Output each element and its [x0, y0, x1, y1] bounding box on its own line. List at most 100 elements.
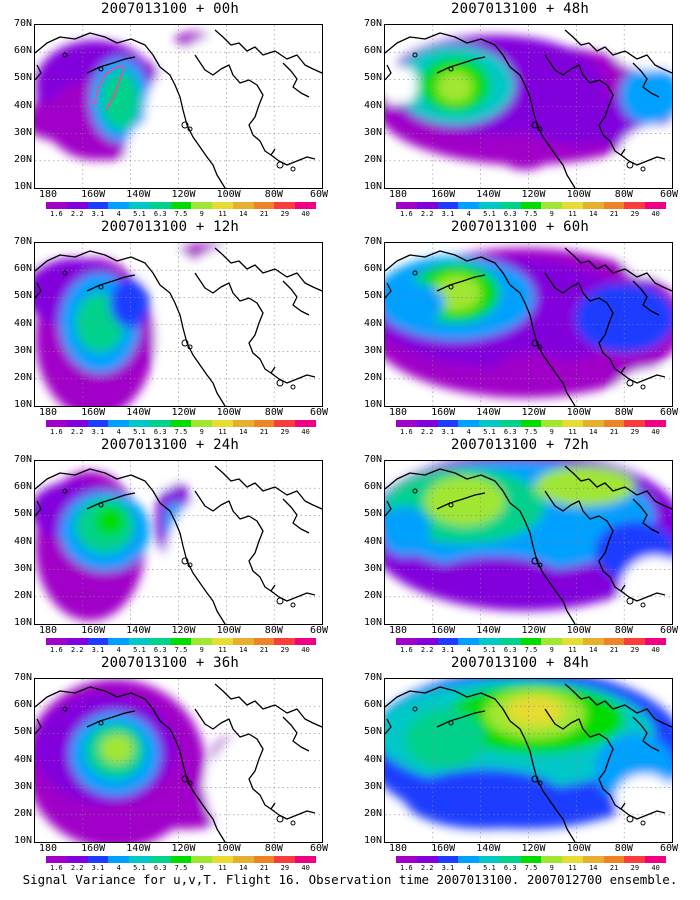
longitude-label: 100W: [566, 625, 591, 636]
colorbar-swatch: [129, 202, 150, 209]
longitude-label: 140W: [476, 407, 501, 418]
island: [412, 706, 418, 712]
longitude-label: 120W: [171, 625, 196, 636]
colorbar-label: 7.5: [524, 428, 538, 436]
latitude-label: 60N: [13, 45, 32, 57]
colorbar-swatch: [232, 856, 254, 863]
colorbar-label: 21: [259, 646, 269, 654]
latitude-label: 20N: [363, 807, 382, 819]
colorbar-swatch: [129, 420, 150, 427]
island: [62, 488, 68, 494]
coastline: [544, 272, 626, 374]
colorbar-label: 14: [239, 428, 248, 436]
coastline: [270, 808, 316, 820]
variance-map: [35, 461, 322, 624]
coastline: [35, 32, 161, 68]
island: [290, 602, 296, 608]
island: [626, 161, 634, 169]
colorbar-swatch: [212, 420, 233, 427]
island: [290, 384, 296, 390]
colorbar-swatch: [295, 420, 316, 427]
colorbar-label: 11: [218, 210, 227, 218]
colorbar-label: 7.5: [174, 864, 188, 872]
island: [187, 344, 193, 350]
colorbar-label: 11: [218, 646, 227, 654]
island: [412, 270, 418, 276]
colorbar-swatch: [541, 202, 563, 209]
variance-map: [385, 243, 672, 406]
colorbar-swatch: [582, 202, 604, 209]
colorbar-swatch: [437, 638, 459, 645]
latitude-label: 70N: [363, 236, 382, 247]
variance-contour: [500, 140, 550, 170]
variance-contour: [433, 275, 481, 311]
colorbar-swatch: [396, 856, 417, 863]
no-data-region: [125, 115, 205, 188]
coastline: [194, 490, 276, 592]
longitude-label: 80W: [614, 843, 633, 854]
latitude-label: 10N: [363, 181, 382, 192]
colorbar-label: 11: [568, 210, 577, 218]
colorbar-label: 1.6: [400, 210, 413, 218]
colorbar-swatch: [274, 202, 296, 209]
colorbar-swatch: [232, 202, 254, 209]
latitude-label: 30N: [13, 126, 32, 138]
colorbar-swatch: [479, 638, 500, 645]
coastline: [385, 32, 511, 68]
longitude-label: 100W: [216, 189, 241, 200]
map-plot-area: [384, 460, 673, 625]
island: [181, 557, 189, 565]
colorbar-swatch: [499, 856, 521, 863]
longitude-label: 140W: [126, 625, 151, 636]
colorbar-swatch: [149, 856, 171, 863]
map-plot-area: [384, 24, 673, 189]
island: [276, 379, 284, 387]
longitude-label: 60W: [659, 625, 679, 636]
colorbar-label: 5.1: [483, 428, 496, 436]
panel-title: 2007013100 + 72h: [450, 437, 590, 453]
colorbar-label: 6.3: [153, 646, 167, 654]
latitude-label: 50N: [13, 72, 32, 84]
latitude-label: 70N: [13, 18, 32, 29]
no-data-region: [615, 368, 672, 406]
colorbar-swatch: [170, 638, 192, 645]
island: [276, 597, 284, 605]
colorbar-swatch: [232, 638, 254, 645]
longitude-label: 120W: [521, 843, 546, 854]
coastline: [35, 64, 42, 81]
colorbar-swatch: [458, 638, 480, 645]
colorbar-swatch: [66, 638, 88, 645]
panel-title: 2007013100 + 00h: [100, 1, 240, 17]
colorbar-label: 7.5: [174, 210, 188, 218]
island: [181, 775, 189, 783]
colorbar: [396, 856, 666, 863]
panel-title: 2007013100 + 60h: [450, 219, 590, 235]
colorbar-label: 14: [589, 864, 598, 872]
coastline: [436, 56, 486, 74]
map-plot-area: [34, 24, 323, 189]
latitude-label: 70N: [13, 236, 32, 247]
colorbar-swatch: [437, 856, 459, 863]
colorbar-label: 4: [466, 646, 471, 654]
map-panel: 2007013100 + 84h 70N 60N 50N 40N 30N 20N 10N 180…: [350, 654, 690, 874]
colorbar-label: 1.6: [400, 428, 413, 436]
variance-map: [385, 679, 672, 842]
colorbar-label: 29: [630, 646, 640, 654]
colorbar-label: 5.1: [133, 864, 146, 872]
latitude-label: 40N: [363, 753, 382, 765]
colorbar-label: 21: [609, 646, 619, 654]
no-data-region: [615, 125, 672, 188]
latitude-label: 50N: [13, 290, 32, 302]
variance-contour: [35, 100, 85, 140]
colorbar-label: 7.5: [524, 210, 538, 218]
longitude-label: 140W: [476, 843, 501, 854]
variance-contour: [437, 71, 473, 103]
colorbar-label: 29: [280, 428, 290, 436]
island: [98, 284, 104, 290]
latitude-label: 60N: [363, 45, 382, 57]
colorbar-label: 1.6: [400, 864, 413, 872]
colorbar-label: 1.6: [50, 428, 63, 436]
longitude-label: 160W: [81, 189, 106, 200]
colorbar-label: 6.3: [503, 864, 517, 872]
longitude-label: 180: [388, 843, 408, 854]
